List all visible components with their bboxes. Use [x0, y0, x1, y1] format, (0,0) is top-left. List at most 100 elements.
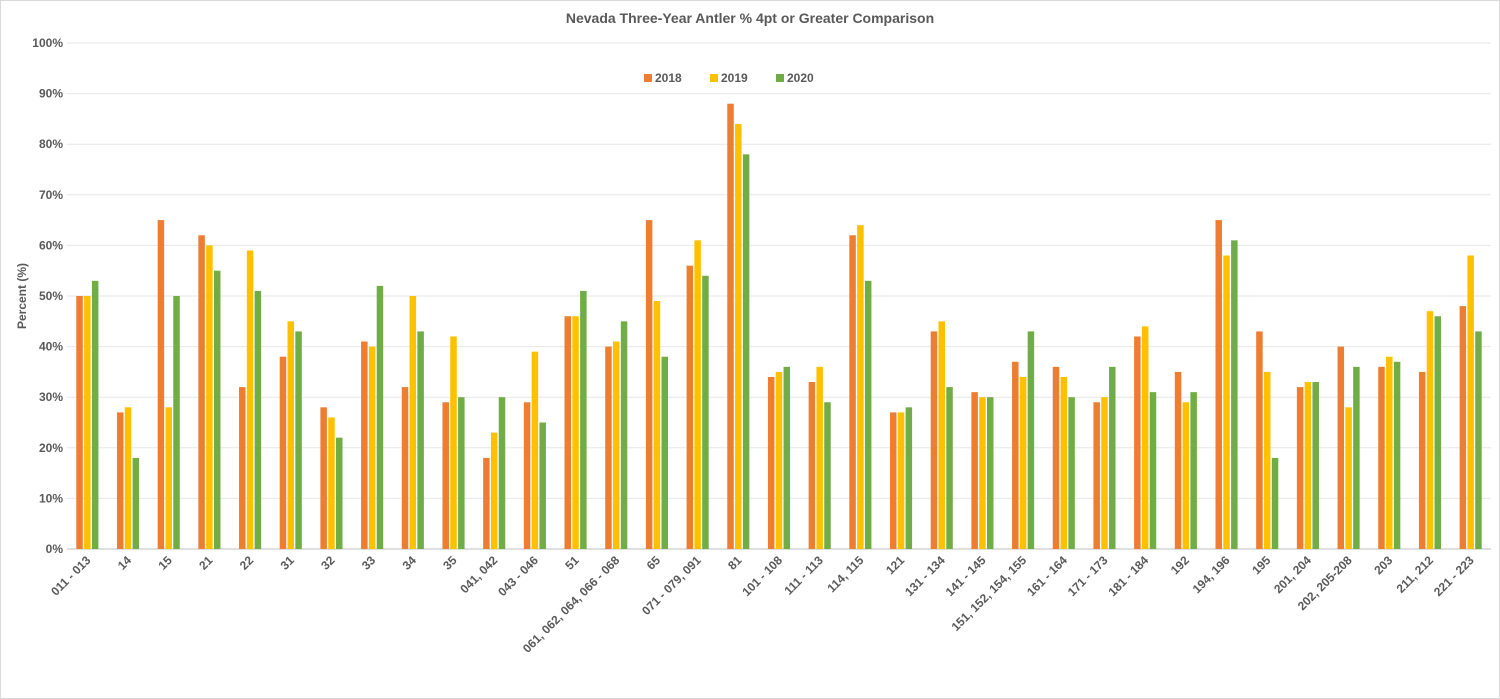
legend-swatch-2018 [644, 74, 652, 82]
bar-2020 [1027, 331, 1035, 549]
bar-2018 [1337, 346, 1345, 549]
x-tick-label: 194, 196 [1190, 553, 1233, 596]
bar-2019 [653, 301, 661, 549]
bar-2020 [1149, 392, 1157, 549]
bar-2020 [173, 296, 180, 549]
legend-swatch-2019 [710, 74, 718, 82]
bar-2018 [361, 341, 368, 549]
bar-2018 [320, 407, 327, 549]
y-tick-label: 70% [39, 188, 63, 202]
y-tick-label: 100% [32, 36, 63, 50]
bar-2019 [938, 321, 945, 549]
bar-2019 [572, 316, 579, 549]
x-tick-label: 043 - 046 [495, 553, 541, 599]
bar-2019 [1141, 326, 1149, 549]
bar-2018 [1134, 336, 1141, 549]
bar-2019 [897, 412, 905, 549]
gridlines [67, 42, 1491, 550]
bar-2020 [1393, 361, 1401, 549]
bar-2019 [857, 225, 864, 549]
bar-2018 [76, 296, 83, 549]
bar-2019 [775, 371, 783, 549]
bar-2020 [864, 280, 872, 549]
bar-2019 [1304, 382, 1312, 549]
legend: 2018 2019 2020 [644, 71, 814, 85]
bar-2018 [767, 376, 775, 549]
legend-label-2019: 2019 [721, 71, 748, 85]
bar-2018 [1093, 402, 1100, 549]
bar-2019 [84, 296, 91, 549]
bar-2019 [246, 250, 254, 549]
bar-2020 [702, 275, 709, 549]
bar-2020 [498, 397, 506, 549]
x-tick-label: 041, 042 [457, 553, 500, 596]
bar-2019 [1263, 371, 1271, 549]
bar-2018 [930, 331, 938, 549]
bar-2019 [735, 123, 742, 550]
bar-2018 [239, 387, 246, 549]
bar-2018 [198, 235, 205, 549]
bar-2020 [132, 457, 140, 549]
bar-2020 [742, 154, 750, 549]
bar-2019 [1182, 402, 1190, 549]
bar-2020 [1109, 366, 1116, 549]
bar-2019 [124, 407, 132, 549]
y-tick-label: 90% [39, 87, 63, 101]
bar-2019 [694, 240, 701, 549]
x-tick-label: 21 [196, 553, 216, 573]
bar-2020 [946, 387, 953, 549]
bar-2018 [686, 265, 694, 549]
bar-2020 [458, 397, 465, 549]
bar-2018 [401, 387, 409, 549]
bar-2019 [531, 351, 539, 549]
bar-2020 [1190, 392, 1197, 549]
bar-2020 [1312, 382, 1319, 549]
x-tick-label: 51 [562, 553, 582, 573]
y-tick-label: 20% [39, 441, 63, 455]
x-tick-label: 22 [237, 553, 257, 573]
bar-2020 [91, 280, 99, 549]
bar-2019 [816, 366, 823, 549]
bar-2020 [417, 331, 424, 549]
x-tick-label: 81 [725, 553, 745, 573]
x-tick-label: 101 - 108 [739, 553, 785, 599]
bar-2020 [254, 290, 262, 549]
bar-2019 [613, 341, 620, 549]
bar-2020 [539, 422, 546, 549]
x-tick-label: 34 [400, 553, 420, 573]
bar-2018 [1174, 371, 1182, 549]
bar-2019 [490, 432, 498, 549]
y-tick-label: 80% [39, 137, 63, 151]
bar-2018 [1418, 371, 1426, 549]
bar-2019 [368, 346, 376, 549]
bar-2018 [157, 220, 165, 549]
legend-label-2020: 2020 [787, 71, 814, 85]
bar-2019 [1345, 407, 1352, 549]
bar-2020 [336, 437, 343, 549]
y-tick-label: 10% [39, 491, 63, 505]
x-tick-label: 181 - 184 [1106, 553, 1152, 599]
bar-2019 [1101, 397, 1108, 549]
bar-2020 [1271, 457, 1279, 549]
y-tick-label: 50% [39, 289, 63, 303]
bar-2020 [295, 331, 302, 549]
bar-2018 [1012, 361, 1019, 549]
x-tick-label: 151, 152, 154, 155 [949, 553, 1030, 634]
bar-2018 [1256, 331, 1263, 549]
x-tick-label: 121 [883, 553, 907, 577]
bar-2019 [328, 417, 335, 549]
x-tick-label: 65 [644, 553, 664, 573]
bar-2018 [116, 412, 124, 549]
x-tick-label: 131 - 134 [902, 553, 948, 599]
x-tick-label: 114, 115 [824, 553, 866, 595]
y-tick-label: 40% [39, 340, 63, 354]
bar-2018 [279, 356, 287, 549]
bar-2020 [580, 290, 587, 549]
bar-2020 [661, 356, 668, 549]
bar-2020 [1353, 366, 1360, 549]
bar-2019 [1467, 255, 1474, 549]
x-tick-label: 111 - 113 [781, 553, 826, 598]
legend-swatch-2020 [776, 74, 784, 82]
x-tick-label: 161 - 164 [1024, 553, 1070, 599]
bar-2020 [376, 285, 384, 549]
